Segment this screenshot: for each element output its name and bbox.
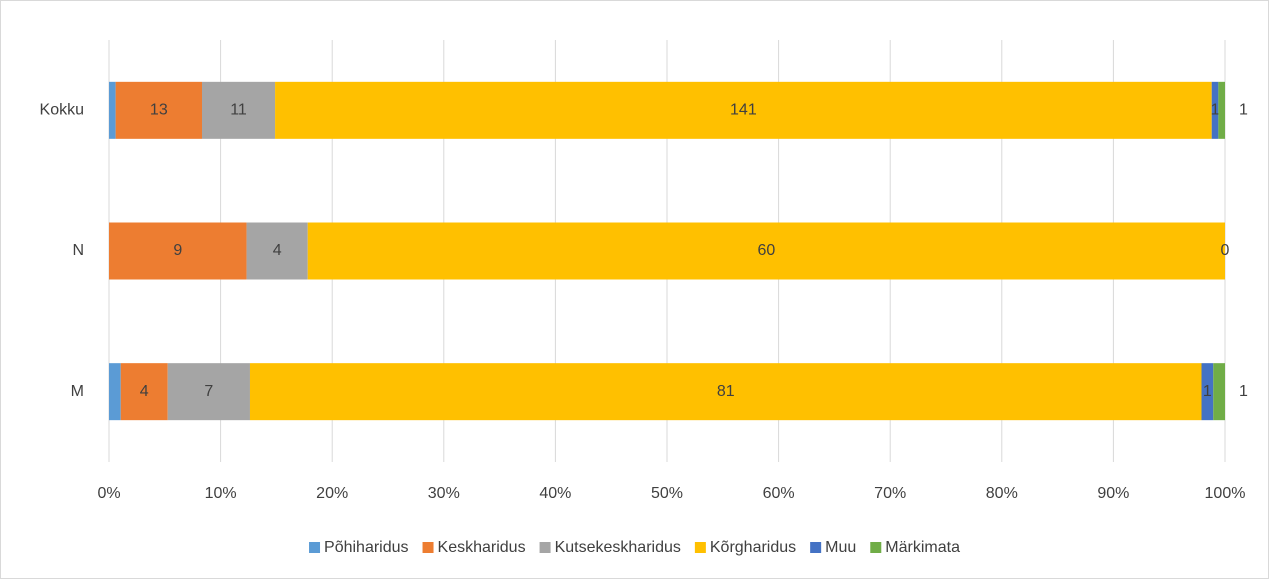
data-label: 1 <box>1239 102 1248 119</box>
x-tick-label: 80% <box>986 485 1018 502</box>
data-label: 4 <box>140 383 149 400</box>
bar-segment <box>1201 363 1214 421</box>
bar-segment <box>275 81 1212 139</box>
x-tick-label: 50% <box>651 485 683 502</box>
data-label: 11 <box>230 102 247 119</box>
data-label: 7 <box>204 383 213 400</box>
bar-segment <box>1211 81 1219 139</box>
bar-segment <box>115 81 202 139</box>
data-label: 13 <box>150 102 168 119</box>
legend-swatch <box>309 542 321 553</box>
bar-segment <box>1213 363 1225 421</box>
x-tick-label: 40% <box>539 485 571 502</box>
data-label: 141 <box>730 102 757 119</box>
data-label: 1 <box>1211 102 1220 119</box>
data-label: 0 <box>1221 242 1230 259</box>
data-label: 1 <box>1239 383 1248 400</box>
data-label: 81 <box>717 383 735 400</box>
x-tick-label: 60% <box>763 485 795 502</box>
data-label: 4 <box>273 242 282 259</box>
legend-swatch <box>694 542 706 553</box>
y-tick-label: Kokku <box>40 102 84 119</box>
data-label: 60 <box>757 242 775 259</box>
bar-segment <box>1218 81 1225 139</box>
legend-label: Keskharidus <box>438 539 526 556</box>
x-tick-label: 0% <box>97 485 120 502</box>
y-tick-label: M <box>71 383 84 400</box>
x-tick-label: 70% <box>874 485 906 502</box>
legend-swatch <box>539 542 551 553</box>
data-label: 9 <box>173 242 182 259</box>
x-tick-label: 10% <box>205 485 237 502</box>
bar-segment <box>109 363 121 421</box>
bar-segment <box>120 363 168 421</box>
bar-segment <box>109 81 116 139</box>
bar-segment <box>109 222 247 280</box>
legend-swatch <box>870 542 882 553</box>
legend-label: Kõrgharidus <box>710 539 796 556</box>
legend-label: Kutsekeskharidus <box>555 539 681 556</box>
x-tick-label: 100% <box>1205 485 1246 502</box>
x-tick-label: 90% <box>1097 485 1129 502</box>
bar-segment <box>202 81 276 139</box>
bar-segment <box>246 222 308 280</box>
y-tick-label: N <box>72 242 84 259</box>
bar-segment <box>167 363 250 421</box>
legend-label: Põhiharidus <box>324 539 409 556</box>
x-tick-label: 30% <box>428 485 460 502</box>
bar-segment <box>307 222 1225 280</box>
legend-swatch <box>422 542 434 553</box>
x-tick-label: 20% <box>316 485 348 502</box>
legend-label: Muu <box>825 539 856 556</box>
data-label: 1 <box>1203 383 1212 400</box>
legend-swatch <box>810 542 822 553</box>
bar-segment <box>249 363 1202 421</box>
legend-label: Märkimata <box>885 539 960 556</box>
